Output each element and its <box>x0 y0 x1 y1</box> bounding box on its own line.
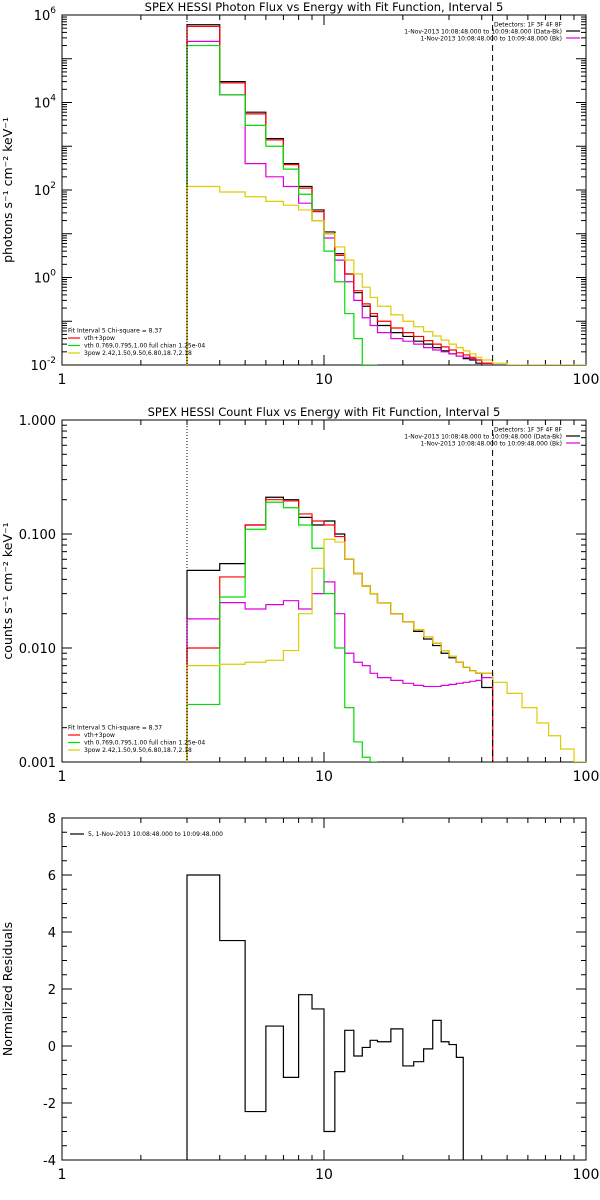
y-tick-exponent: 2 <box>50 181 56 191</box>
series-line-5 <box>186 874 464 1160</box>
chart-panel-2: SPEX HESSI Count Flux vs Energy with Fit… <box>0 405 599 785</box>
x-tick-label: 1 <box>58 769 67 785</box>
legend-entry: 1-Nov-2013 10:08:48.000 to 10:09:48.000 … <box>404 434 562 441</box>
legend-entry: Detectors: 1F 3F 4F 8F <box>494 22 563 29</box>
x-tick-label: 10 <box>315 1167 333 1183</box>
series-line-vth-3pow <box>186 25 494 365</box>
legend-entry: 1-Nov-2013 10:08:48.000 to 10:09:48.000 … <box>420 36 562 43</box>
x-tick-label: 1 <box>58 372 67 388</box>
y-tick-label: -4 <box>43 1154 56 1169</box>
y-tick-label: 8 <box>48 812 56 827</box>
series-line-data-bk <box>186 24 494 365</box>
legend-entry: Detectors: 1F 3F 4F 8F <box>494 427 563 434</box>
series-line-vth <box>186 501 378 762</box>
y-tick-base: 10 <box>34 9 51 24</box>
y-tick-base: 10 <box>30 359 47 374</box>
y-tick-exponent: 0 <box>50 269 56 279</box>
y-tick-exponent: 6 <box>50 6 56 16</box>
legend-entry: 3pow 2.42,1.50,9.50,6.80,18.7,2.18 <box>84 747 192 754</box>
series-line-3pow <box>186 185 586 365</box>
y-tick-label: 104 <box>34 94 57 112</box>
chart-panel-1: SPEX HESSI Photon Flux vs Energy with Fi… <box>0 0 599 388</box>
y-tick-label: 0 <box>48 1040 56 1055</box>
series-group <box>186 24 586 365</box>
legend-entry: vth 0.769,0.795,1.00 full chian 1.25e-04 <box>84 740 205 747</box>
series-group <box>186 496 586 762</box>
y-tick-base: 10 <box>34 97 51 112</box>
chart-title: SPEX HESSI Photon Flux vs Energy with Fi… <box>145 0 504 14</box>
y-tick-label: 106 <box>34 6 57 24</box>
series-line-3pow <box>186 538 586 762</box>
series-group <box>186 874 464 1160</box>
series-line-vth <box>186 44 378 365</box>
series-line-vth-3pow <box>186 499 494 762</box>
x-tick-label: 100 <box>573 372 600 388</box>
y-tick-label: 100 <box>34 269 57 287</box>
legend-entry: 1-Nov-2013 10:08:48.000 to 10:09:48.000 … <box>404 29 562 36</box>
legend-entry: 1-Nov-2013 10:08:48.000 to 10:09:48.000 … <box>420 441 562 448</box>
y-tick-label: 0.001 <box>19 756 56 771</box>
x-tick-label: 100 <box>573 769 600 785</box>
y-tick-label: 6 <box>48 869 56 884</box>
chart-title: SPEX HESSI Count Flux vs Energy with Fit… <box>148 405 501 419</box>
y-axis-label: counts s⁻¹ cm⁻² keV⁻¹ <box>0 522 15 659</box>
legend-entry: Fit Interval 5 Chi-square = 8.37 <box>68 725 162 732</box>
y-tick-exponent: 4 <box>50 94 56 104</box>
y-tick-base: 10 <box>34 184 51 199</box>
x-tick-label: 10 <box>315 769 333 785</box>
y-axis-label: Normalized Residuals <box>0 922 15 1056</box>
y-tick-label: 0.010 <box>19 642 56 657</box>
x-tick-label: 100 <box>573 1167 600 1183</box>
legend-entry: 3pow 2.42,1.50,9.50,6.80,18.7,2.18 <box>84 350 192 357</box>
y-tick-label: 10-2 <box>30 356 56 374</box>
x-tick-label: 1 <box>58 1167 67 1183</box>
y-tick-label: 4 <box>48 926 56 941</box>
plot-frame <box>61 14 587 366</box>
y-tick-exponent: -2 <box>47 356 56 366</box>
legend-entry: 5, 1-Nov-2013 10:08:48.000 to 10:09:48.0… <box>88 831 223 838</box>
chart-panel-3: Normalized Residuals 1 10 100 -4 -2 0 2 4 6 8 5, 1-… <box>0 812 599 1183</box>
legend-entry: vth 0.769,0.795,1.00 full chian 1.25e-04 <box>84 343 205 350</box>
series-line-bk <box>186 40 494 365</box>
legend-entry: vth+3pow <box>84 335 115 342</box>
x-tick-label: 10 <box>315 372 333 388</box>
series-line-bk <box>186 581 494 762</box>
legend-entry: vth+3pow <box>84 732 115 739</box>
y-tick-base: 10 <box>34 272 51 287</box>
y-tick-label: 1.000 <box>19 414 56 429</box>
y-tick-label: 102 <box>34 181 56 199</box>
legend-entry: Fit Interval 5 Chi-square = 8.37 <box>68 328 162 335</box>
y-axis-label: photons s⁻¹ cm⁻² keV⁻¹ <box>0 117 15 263</box>
y-tick-label: 2 <box>48 983 56 998</box>
y-tick-label: -2 <box>43 1097 56 1112</box>
y-tick-label: 0.100 <box>19 528 56 543</box>
